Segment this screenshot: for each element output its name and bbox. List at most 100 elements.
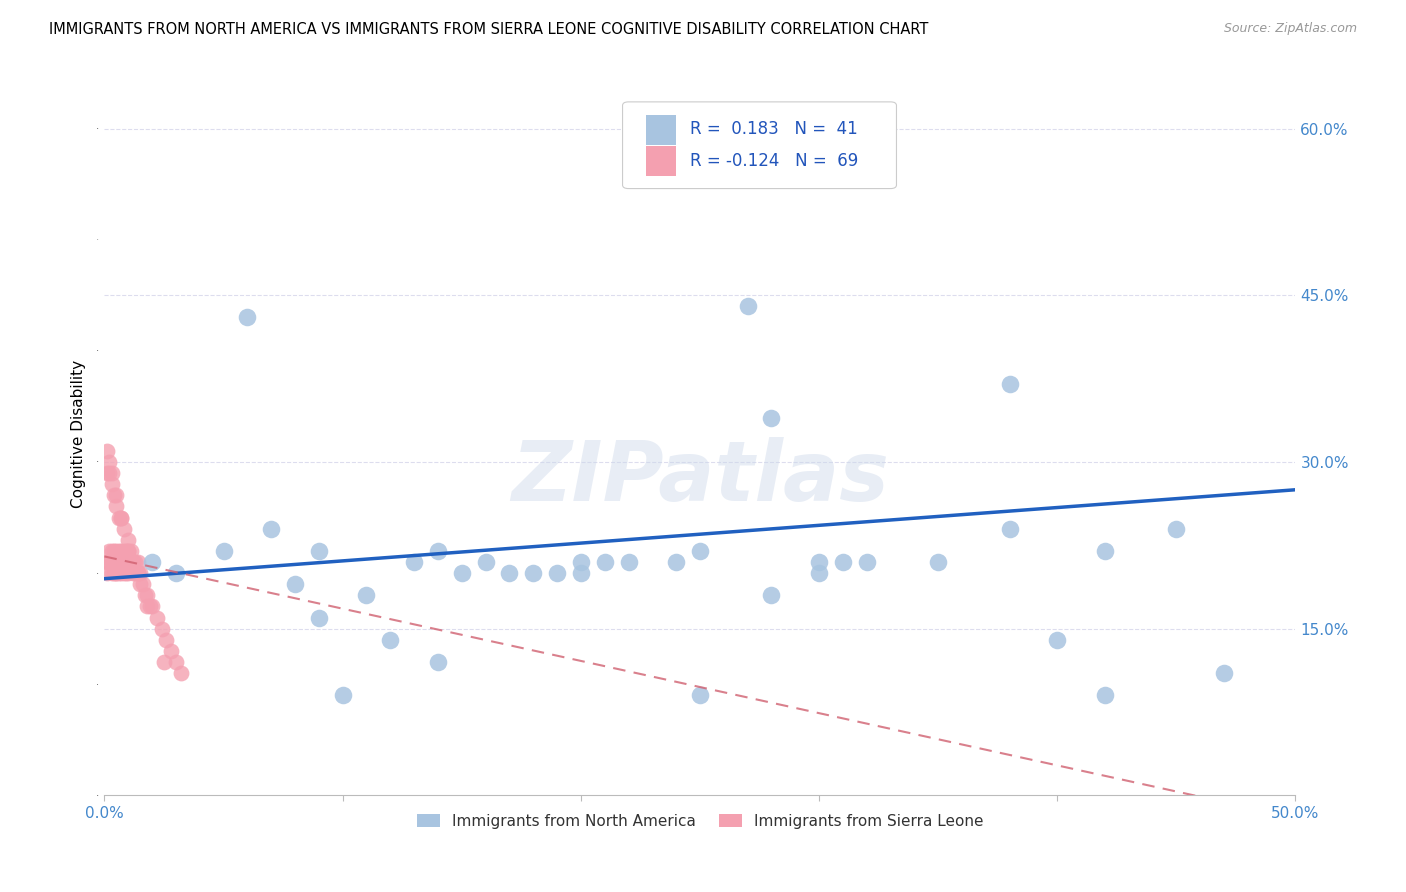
Point — [110, 510, 132, 524]
Point — [115, 555, 138, 569]
Point — [138, 599, 160, 614]
Point — [141, 599, 163, 614]
Point — [1094, 544, 1116, 558]
Text: R = -0.124   N =  69: R = -0.124 N = 69 — [690, 153, 859, 170]
Point — [117, 544, 139, 558]
Point — [100, 466, 122, 480]
Point — [356, 588, 378, 602]
Point — [103, 555, 125, 569]
Text: Source: ZipAtlas.com: Source: ZipAtlas.com — [1223, 22, 1357, 36]
Point — [855, 555, 877, 569]
Point — [124, 555, 146, 569]
Point — [927, 555, 949, 569]
Point — [617, 555, 640, 569]
Point — [498, 566, 520, 581]
Point — [131, 577, 153, 591]
Point — [153, 655, 176, 669]
Point — [831, 555, 853, 569]
Point — [129, 566, 152, 581]
Point — [569, 555, 592, 569]
Point — [593, 555, 616, 569]
Point — [146, 610, 169, 624]
Point — [1094, 689, 1116, 703]
Point — [100, 544, 122, 558]
Point — [522, 566, 544, 581]
Point — [426, 655, 449, 669]
Point — [110, 566, 132, 581]
FancyBboxPatch shape — [623, 102, 897, 188]
Point — [160, 644, 183, 658]
Point — [112, 544, 135, 558]
Point — [96, 555, 118, 569]
Point — [122, 555, 145, 569]
Point — [165, 566, 187, 581]
Point — [100, 555, 122, 569]
Point — [761, 588, 783, 602]
Point — [1046, 632, 1069, 647]
Point — [100, 477, 122, 491]
Point — [120, 544, 142, 558]
Point — [998, 522, 1021, 536]
Point — [380, 632, 402, 647]
Point — [117, 544, 139, 558]
Point — [105, 488, 128, 502]
Point — [404, 555, 426, 569]
Point — [117, 533, 139, 547]
Point — [141, 555, 163, 569]
Point — [308, 610, 330, 624]
Point — [998, 377, 1021, 392]
Point — [96, 566, 118, 581]
Point — [103, 544, 125, 558]
Point — [260, 522, 283, 536]
Point — [105, 566, 128, 581]
Text: ZIPatlas: ZIPatlas — [510, 437, 889, 518]
Point — [546, 566, 568, 581]
Point — [107, 510, 129, 524]
Point — [124, 566, 146, 581]
Point — [127, 566, 149, 581]
Point — [98, 555, 121, 569]
Point — [110, 555, 132, 569]
Point — [122, 566, 145, 581]
Point — [308, 544, 330, 558]
Legend: Immigrants from North America, Immigrants from Sierra Leone: Immigrants from North America, Immigrant… — [411, 807, 990, 835]
Point — [426, 544, 449, 558]
Point — [129, 577, 152, 591]
Y-axis label: Cognitive Disability: Cognitive Disability — [72, 360, 86, 508]
Point — [165, 655, 187, 669]
Point — [127, 555, 149, 569]
Point — [127, 566, 149, 581]
Point — [98, 455, 121, 469]
Point — [107, 566, 129, 581]
Point — [122, 555, 145, 569]
Point — [474, 555, 496, 569]
Point — [112, 522, 135, 536]
Point — [332, 689, 354, 703]
Point — [1213, 666, 1236, 681]
Point — [450, 566, 472, 581]
Point — [665, 555, 688, 569]
Point — [737, 299, 759, 313]
Point — [112, 566, 135, 581]
Point — [103, 488, 125, 502]
Point — [117, 555, 139, 569]
Point — [120, 555, 142, 569]
Point — [134, 588, 156, 602]
Point — [150, 622, 173, 636]
Point — [808, 566, 831, 581]
Point — [98, 544, 121, 558]
Point — [117, 566, 139, 581]
Point — [689, 689, 711, 703]
Point — [105, 555, 128, 569]
Point — [136, 588, 159, 602]
Point — [103, 566, 125, 581]
Point — [689, 544, 711, 558]
Point — [236, 310, 259, 325]
Point — [284, 577, 307, 591]
Point — [808, 555, 831, 569]
Point — [115, 544, 138, 558]
Point — [105, 566, 128, 581]
Point — [110, 510, 132, 524]
Text: R =  0.183   N =  41: R = 0.183 N = 41 — [690, 120, 858, 138]
Point — [761, 410, 783, 425]
